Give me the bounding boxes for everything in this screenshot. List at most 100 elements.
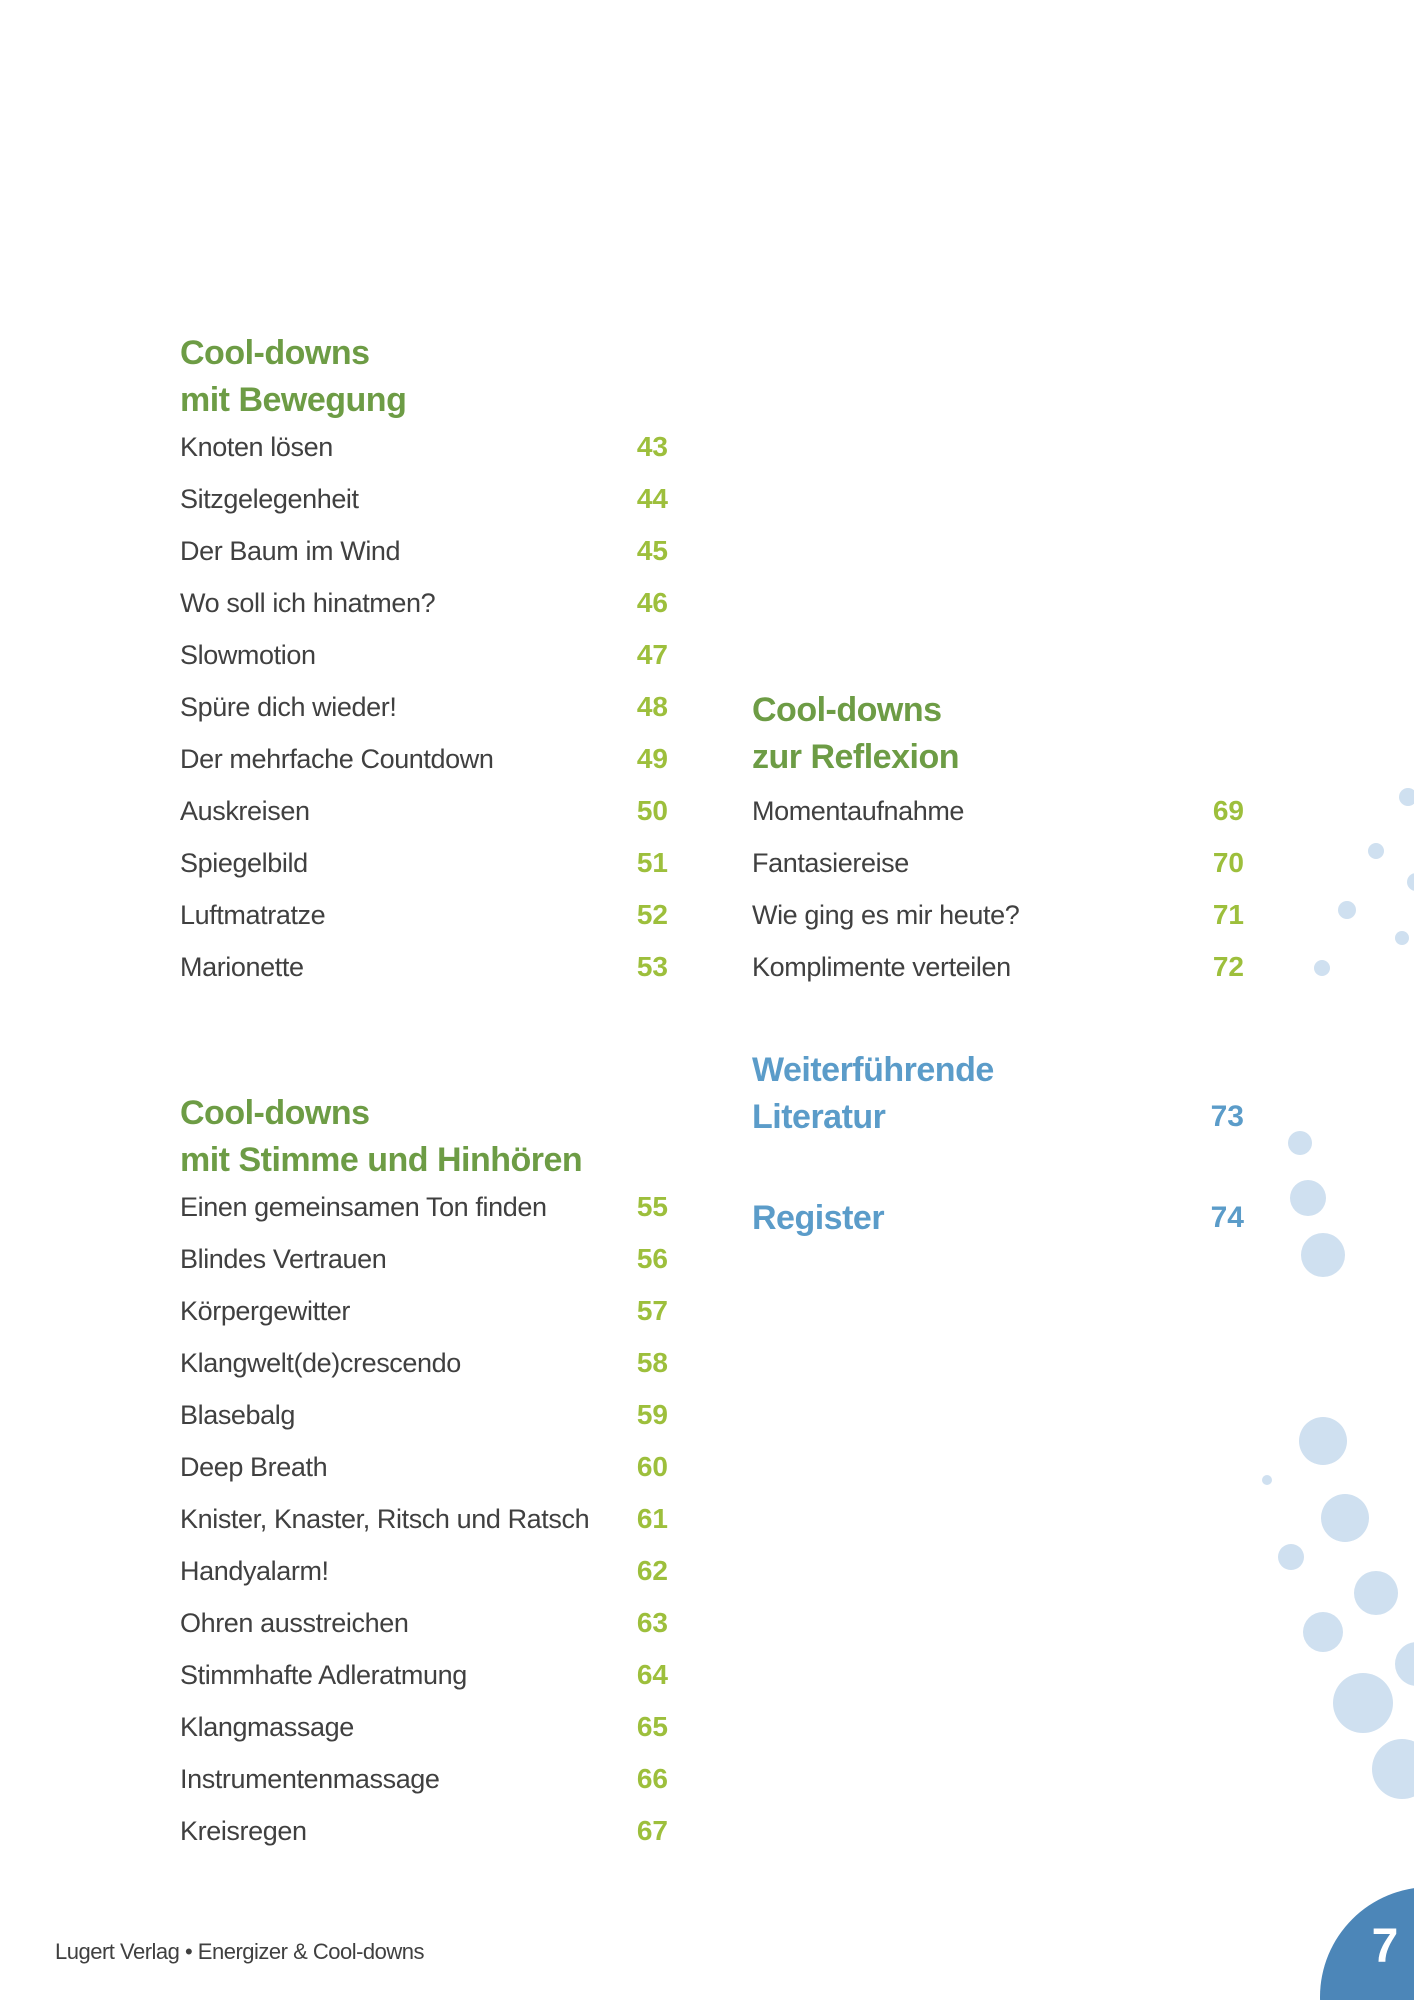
toc-entry-page: 69	[1212, 795, 1244, 826]
toc-entry-page: 50	[636, 795, 668, 826]
toc-entry-page: 71	[1212, 899, 1244, 930]
toc-entry: Momentaufnahme 69	[752, 789, 1244, 833]
toc-entry: Deep Breath 60	[180, 1445, 668, 1489]
section-heading-stimme: Cool-downs mit Stimme und Hinhören	[180, 1090, 668, 1184]
toc-entry-page: 56	[636, 1243, 668, 1274]
toc-entry: Der mehrfache Countdown 49	[180, 737, 668, 781]
toc-entry-title: Momentaufnahme	[752, 795, 965, 826]
toc-entry-page: 61	[636, 1503, 668, 1534]
bubble-decor	[1399, 788, 1414, 806]
toc-entry-title: Der mehrfache Countdown	[180, 743, 494, 774]
page-number: 7	[1371, 1920, 1399, 1973]
register-page-number: 74	[1210, 1201, 1244, 1234]
toc-entry-title: Kreisregen	[180, 1815, 307, 1846]
toc-entry: Klangmassage 65	[180, 1705, 668, 1749]
toc-entry: Knoten lösen 43	[180, 425, 668, 469]
toc-entry: Knister, Knaster, Ritsch und Ratsch 61	[180, 1497, 668, 1541]
footer-imprint: Lugert Verlag • Energizer & Cool-downs	[55, 1939, 425, 1964]
bubble-decor	[1301, 1233, 1345, 1277]
toc-entry-title: Fantasiereise	[752, 847, 909, 878]
toc-entry-page: 66	[636, 1763, 668, 1794]
section-heading-bewegung: Cool-downs mit Bewegung	[180, 330, 668, 424]
toc-entry-page: 46	[636, 587, 668, 618]
heading-register: Register	[752, 1195, 885, 1242]
bubble-decor	[1303, 1612, 1343, 1652]
section-heading-line: Cool-downs	[752, 691, 942, 729]
toc-entry: Kreisregen 67	[180, 1809, 668, 1853]
toc-entry-title: Handyalarm!	[180, 1555, 329, 1586]
toc-entry: Der Baum im Wind 45	[180, 529, 668, 573]
toc-entry-title: Spüre dich wieder!	[180, 691, 397, 722]
heading-weiterfuehrende-literatur: Weiterführende Literatur	[752, 1047, 994, 1141]
toc-entry: Spiegelbild 51	[180, 841, 668, 885]
bubble-decor	[1368, 843, 1384, 859]
toc-entry-page: 48	[636, 691, 668, 722]
bubble-decor	[1354, 1571, 1398, 1615]
toc-entry-page: 55	[636, 1191, 668, 1222]
toc-entry-title: Stimmhafte Adleratmung	[180, 1659, 467, 1690]
toc-entry: Luftmatratze 52	[180, 893, 668, 937]
toc-entry-title: Spiegelbild	[180, 847, 308, 878]
toc-entry-page: 47	[636, 639, 668, 670]
bubble-decor	[1407, 873, 1414, 891]
toc-entry-page: 57	[636, 1295, 668, 1326]
toc-entry: Handyalarm! 62	[180, 1549, 668, 1593]
bubble-decor	[1288, 1131, 1312, 1155]
toc-entry-page: 59	[636, 1399, 668, 1430]
bubble-decor	[1395, 931, 1409, 945]
toc-entry-page: 49	[636, 743, 668, 774]
bubble-decor	[1321, 1494, 1369, 1542]
toc-entry: Körpergewitter 57	[180, 1289, 668, 1333]
toc-entry: Sitzgelegenheit 44	[180, 477, 668, 521]
bubble-decor	[1338, 901, 1356, 919]
toc-entry-page: 51	[636, 847, 668, 878]
toc-entry: Klangwelt(de)crescendo 58	[180, 1341, 668, 1385]
toc-entry: Instrumentenmassage 66	[180, 1757, 668, 1801]
toc-entry: Einen gemeinsamen Ton finden 55	[180, 1185, 668, 1229]
toc-entry-title: Komplimente verteilen	[752, 951, 1011, 982]
toc-entry-page: 70	[1212, 847, 1244, 878]
toc-entry-title: Deep Breath	[180, 1451, 328, 1482]
toc-entry: Komplimente verteilen 72	[752, 945, 1244, 989]
toc-entry-page: 65	[636, 1711, 668, 1742]
page-number-circle: 7	[1320, 1887, 1414, 2000]
toc-entry-title: Blindes Vertrauen	[180, 1243, 387, 1274]
section-heading-line: zur Reflexion	[752, 738, 959, 776]
section-heading-line: Cool-downs	[180, 1094, 370, 1132]
section-heading-line: Cool-downs	[180, 334, 370, 372]
toc-entry-page: 53	[636, 951, 668, 982]
section-heading-reflexion: Cool-downs zur Reflexion	[752, 687, 959, 781]
toc-entry-title: Körpergewitter	[180, 1295, 350, 1326]
toc-entry: Spüre dich wieder! 48	[180, 685, 668, 729]
toc-entry-title: Einen gemeinsamen Ton finden	[180, 1191, 547, 1222]
toc-entry-title: Klangwelt(de)crescendo	[180, 1347, 461, 1378]
toc-entry-title: Knoten lösen	[180, 431, 333, 462]
toc-entry-page: 64	[636, 1659, 668, 1690]
bubble-decor	[1372, 1739, 1414, 1799]
toc-entry-page: 45	[636, 535, 668, 566]
toc-entry: Marionette 53	[180, 945, 668, 989]
toc-entry-page: 62	[636, 1555, 668, 1586]
bubble-decor	[1314, 960, 1330, 976]
toc-entry-title: Ohren ausstreichen	[180, 1607, 409, 1638]
toc-entry-title: Instrumentenmassage	[180, 1763, 440, 1794]
toc-entry: Blindes Vertrauen 56	[180, 1237, 668, 1281]
toc-entry: Fantasiereise 70	[752, 841, 1244, 885]
toc-entry-title: Auskreisen	[180, 795, 310, 826]
toc-entry-title: Marionette	[180, 951, 304, 982]
toc-entry-title: Der Baum im Wind	[180, 535, 401, 566]
toc-entry: Stimmhafte Adleratmung 64	[180, 1653, 668, 1697]
toc-entry: Auskreisen 50	[180, 789, 668, 833]
bubble-decor	[1299, 1417, 1347, 1465]
toc-entry-page: 52	[636, 899, 668, 930]
toc-entry-title: Wo soll ich hinatmen?	[180, 587, 436, 618]
link-heading-line: Weiterführende	[752, 1051, 994, 1089]
section-heading-line: mit Stimme und Hinhören	[180, 1141, 583, 1179]
toc-entry-title: Luftmatratze	[180, 899, 326, 930]
toc-entry-title: Klangmassage	[180, 1711, 354, 1742]
section-heading-line: mit Bewegung	[180, 381, 407, 419]
toc-entry: Blasebalg 59	[180, 1393, 668, 1437]
bubble-decor	[1395, 1642, 1414, 1686]
toc-entry: Wo soll ich hinatmen? 46	[180, 581, 668, 625]
